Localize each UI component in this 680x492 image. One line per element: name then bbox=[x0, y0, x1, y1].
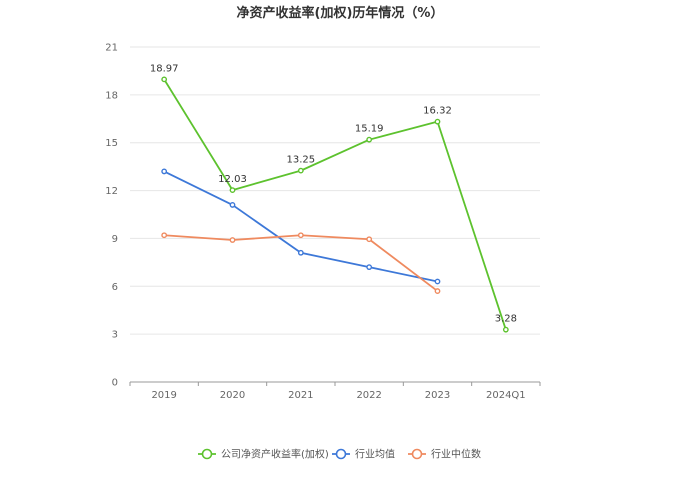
x-tick-label: 2019 bbox=[151, 390, 176, 401]
x-tick-label: 2021 bbox=[288, 390, 313, 401]
data-label: 3.28 bbox=[495, 314, 517, 325]
series-point-1 bbox=[434, 278, 441, 285]
legend-marker bbox=[411, 448, 423, 460]
grid-lines bbox=[130, 46, 540, 335]
series-point-2 bbox=[297, 232, 304, 239]
series-layer bbox=[161, 76, 509, 333]
data-label: 18.97 bbox=[150, 63, 179, 74]
series-point-1 bbox=[366, 264, 373, 271]
data-label: 16.32 bbox=[423, 106, 452, 117]
data-label: 15.19 bbox=[355, 124, 384, 135]
data-label: 13.25 bbox=[287, 155, 316, 166]
legend-item-1[interactable]: 行业均值 bbox=[332, 448, 395, 461]
legend-item-0[interactable]: 公司净资产收益率(加权) bbox=[198, 448, 329, 461]
series-point-0 bbox=[161, 76, 168, 83]
legend-label: 公司净资产收益率(加权) bbox=[221, 448, 329, 461]
series-line-1 bbox=[163, 170, 438, 283]
y-tick-label: 12 bbox=[105, 186, 118, 197]
x-tick-label: 2024Q1 bbox=[486, 390, 526, 401]
x-tick-label: 2022 bbox=[356, 390, 381, 401]
x-tick-label: 2023 bbox=[425, 390, 450, 401]
series-point-2 bbox=[229, 237, 236, 243]
y-tick-label: 18 bbox=[105, 90, 118, 101]
series-point-0 bbox=[366, 136, 373, 143]
legend-marker bbox=[201, 448, 213, 460]
series-point-0 bbox=[297, 167, 304, 174]
series-point-0 bbox=[229, 187, 236, 193]
series-point-1 bbox=[229, 202, 236, 208]
series-point-2 bbox=[161, 232, 168, 239]
chart-title: 净资产收益率(加权)历年情况（%） bbox=[237, 5, 444, 21]
data-labels: 18.97 12.03 13.25 15.19 16.32 3.28 bbox=[150, 63, 517, 324]
y-tick-label: 3 bbox=[112, 330, 118, 341]
y-tick-label: 0 bbox=[112, 378, 118, 389]
y-tick-label: 6 bbox=[112, 282, 118, 293]
legend: 公司净资产收益率(加权) 行业均值 行业中位数 bbox=[198, 448, 481, 461]
legend-marker bbox=[335, 448, 347, 460]
legend-item-2[interactable]: 行业中位数 bbox=[408, 448, 481, 461]
legend-label: 行业均值 bbox=[355, 448, 395, 461]
y-tick-label: 15 bbox=[105, 138, 118, 149]
legend-label: 行业中位数 bbox=[431, 448, 481, 461]
series-line-0 bbox=[163, 78, 507, 330]
series-point-2 bbox=[366, 236, 373, 243]
x-tick-label: 2020 bbox=[220, 390, 245, 401]
data-label: 12.03 bbox=[218, 174, 247, 185]
series-point-1 bbox=[297, 249, 304, 256]
series-point-0 bbox=[502, 326, 509, 333]
series-line-2 bbox=[164, 234, 439, 292]
series-point-0 bbox=[434, 118, 441, 125]
y-tick-label: 21 bbox=[105, 43, 118, 54]
y-tick-label: 9 bbox=[112, 234, 118, 245]
y-axis: 0 3 6 9 12 15 18 21 bbox=[105, 43, 118, 389]
series-point-2 bbox=[434, 288, 441, 294]
x-axis: 2019 2020 2021 2022 2023 2024Q1 bbox=[129, 381, 541, 401]
series-point-1 bbox=[161, 168, 168, 175]
